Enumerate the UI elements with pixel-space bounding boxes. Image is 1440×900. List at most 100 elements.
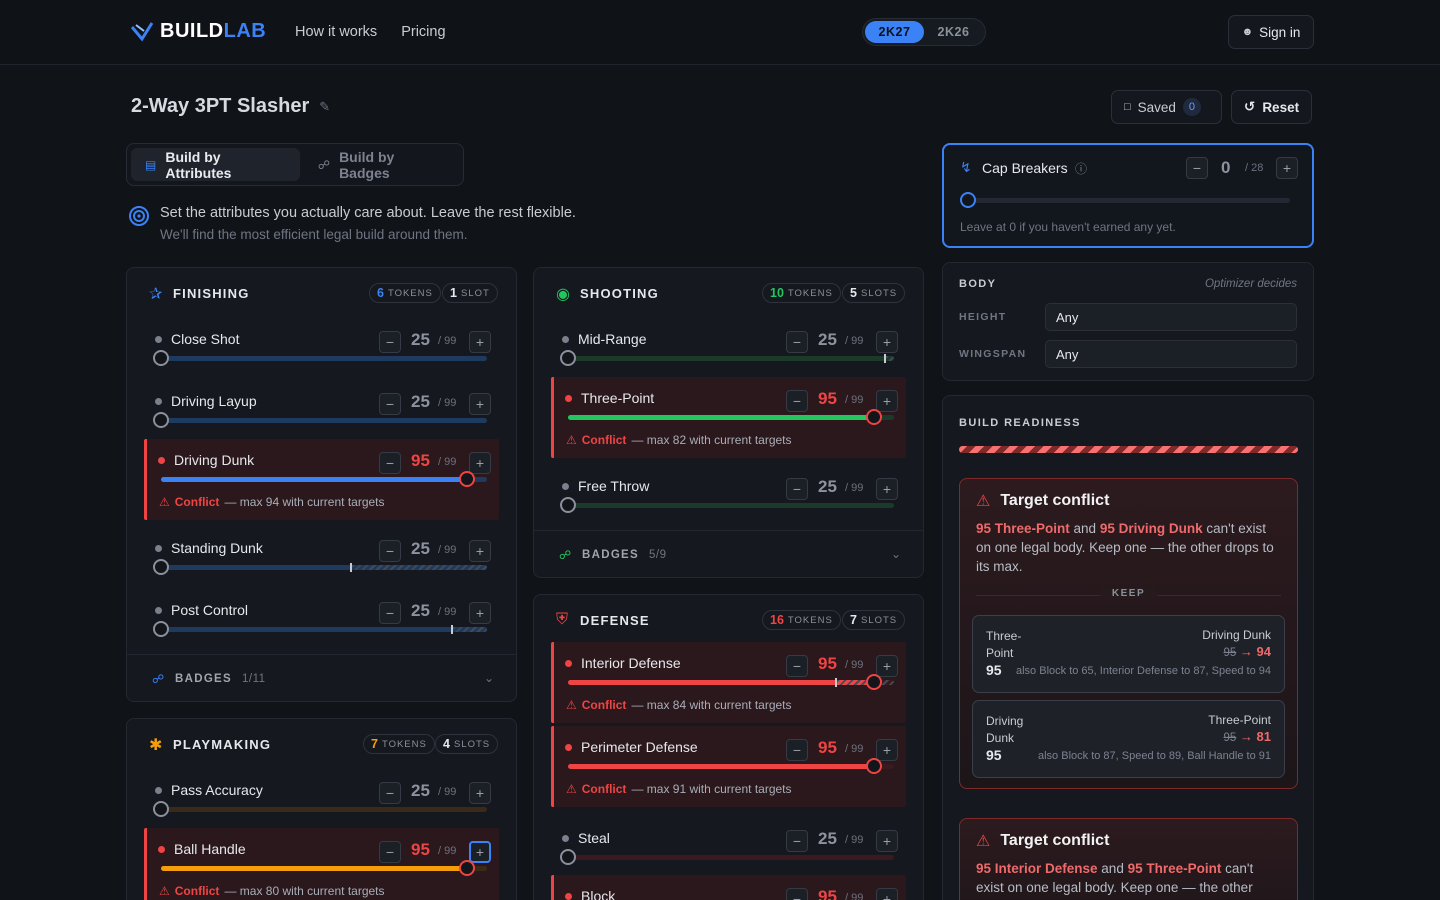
interior-defense-slider-knob[interactable] [866,674,883,690]
cap-slider-track[interactable] [960,192,1290,208]
perimeter-defense-increase-button[interactable]: + [876,739,898,761]
close-shot-increase-button[interactable]: + [469,331,491,353]
post-control-slider-track[interactable] [153,621,487,637]
driving-layup-max: / 99 [438,397,457,409]
option-note: also Block to 87, Speed to 89, Ball Hand… [1038,750,1271,762]
warning-icon: ⚠ [566,698,577,712]
keep-option-driving-dunk[interactable]: Driving Dunk 95 Three-Point 95 → 81 also… [972,700,1285,778]
perimeter-defense-slider-track[interactable] [568,758,894,774]
saved-button[interactable]: □ Saved 0 [1111,90,1222,124]
status-dot [562,835,569,842]
driving-layup-increase-button[interactable]: + [469,393,491,415]
cap-slider-knob[interactable] [960,192,976,208]
option-drop: 95 → 94 [1224,644,1272,659]
version-2k26[interactable]: 2K26 [937,25,970,39]
interior-defense-increase-button[interactable]: + [876,655,898,677]
driving-dunk-slider-knob[interactable] [459,471,476,487]
three-point-increase-button[interactable]: + [876,390,898,412]
post-control-decrease-button[interactable]: − [379,602,401,624]
reset-button[interactable]: ↺ Reset [1231,90,1312,124]
standing-dunk-slider-track[interactable] [153,559,487,575]
standing-dunk-slider-knob[interactable] [153,559,169,575]
driving-layup-slider-track[interactable] [153,412,487,428]
driving-dunk-increase-button[interactable]: + [469,452,491,474]
driving-layup-decrease-button[interactable]: − [379,393,401,415]
block-increase-button[interactable]: + [876,888,898,900]
height-select[interactable]: Any [1045,303,1297,331]
close-shot-decrease-button[interactable]: − [379,331,401,353]
mid-range-slider-knob[interactable] [560,350,576,366]
three-point-slider-knob[interactable] [866,409,883,425]
logo[interactable]: BUILDLAB [130,20,266,43]
ball-handle-slider-track[interactable] [161,860,487,876]
tokens-label: TOKENS [381,738,427,750]
status-dot [155,545,162,552]
attribute-row-block: Block − 95 / 99 + [551,875,906,900]
standing-dunk-decrease-button[interactable]: − [379,540,401,562]
three-point-slider-track[interactable] [568,409,894,425]
mid-range-increase-button[interactable]: + [876,331,898,353]
perimeter-defense-slider-knob[interactable] [866,758,883,774]
pass-accuracy-slider-track[interactable] [153,801,487,817]
free-throw-slider-track[interactable] [560,497,894,513]
driving-layup-slider-knob[interactable] [153,412,169,428]
conflict-target-a: 95 Three-Point [976,521,1070,536]
slots-label: SLOT [460,287,490,299]
conflict-target-b: 95 Three-Point [1127,861,1222,876]
ball-handle-increase-button[interactable]: + [469,841,491,863]
reset-label: Reset [1262,99,1300,115]
interior-defense-slider-track[interactable] [568,674,894,690]
status-dot [158,846,165,853]
pass-accuracy-increase-button[interactable]: + [469,782,491,804]
shooting-badges-toggle[interactable]: ☍ BADGES 5/9 ⌄ [534,530,923,577]
close-shot-slider-track[interactable] [153,350,487,366]
block-decrease-button[interactable]: − [786,888,808,900]
driving-dunk-slider-track[interactable] [161,471,487,487]
version-2k27[interactable]: 2K27 [865,21,924,43]
keep-option-three-point[interactable]: Three-Point 95 Driving Dunk 95 → 94 also… [972,615,1285,693]
post-control-slider-knob[interactable] [153,621,169,637]
standing-dunk-increase-button[interactable]: + [469,540,491,562]
attribute-row-perimeter-defense: Perimeter Defense − 95 / 99 + ⚠ Conflict —… [551,726,906,807]
tab-build-by-badges[interactable]: ☍ Build by Badges [304,148,459,181]
nav-how-it-works[interactable]: How it works [295,24,378,40]
driving-dunk-decrease-button[interactable]: − [379,452,401,474]
mid-range-slider-track[interactable] [560,350,894,366]
conflict-message: ⚠ Conflict — max 94 with current targets [159,495,385,509]
pass-accuracy-decrease-button[interactable]: − [379,782,401,804]
free-throw-increase-button[interactable]: + [876,478,898,500]
mid-range-decrease-button[interactable]: − [786,331,808,353]
perimeter-defense-decrease-button[interactable]: − [786,739,808,761]
free-throw-slider-knob[interactable] [560,497,576,513]
info-icon[interactable]: ⓘ [1075,162,1088,176]
version-toggle: 2K27 2K26 [862,18,986,46]
free-throw-decrease-button[interactable]: − [786,478,808,500]
steal-slider-track[interactable] [560,849,894,865]
wingspan-select[interactable]: Any [1045,340,1297,368]
cap-marker [451,625,454,634]
status-dot [155,336,162,343]
three-point-decrease-button[interactable]: − [786,390,808,412]
close-shot-slider-knob[interactable] [153,350,169,366]
edit-pencil-icon[interactable]: ✎ [319,98,331,114]
cap-decrease-button[interactable]: − [1186,157,1208,179]
ball-handle-slider-fill [161,866,468,871]
steal-increase-button[interactable]: + [876,830,898,852]
status-dot [155,607,162,614]
ball-handle-slider-knob[interactable] [459,860,476,876]
steal-slider-knob[interactable] [560,849,576,865]
defense-tokens-pill: 16 TOKENS [762,610,841,630]
status-dot [562,336,569,343]
cap-marker [884,354,887,363]
tab-build-by-attributes[interactable]: ▤ Build by Attributes [131,148,300,181]
nav-pricing[interactable]: Pricing [401,24,446,40]
sign-in-button[interactable]: ☻ Sign in [1228,15,1314,49]
block-max: / 99 [845,892,864,900]
post-control-increase-button[interactable]: + [469,602,491,624]
ball-handle-decrease-button[interactable]: − [379,841,401,863]
pass-accuracy-slider-knob[interactable] [153,801,169,817]
cap-increase-button[interactable]: + [1276,157,1298,179]
interior-defense-decrease-button[interactable]: − [786,655,808,677]
steal-decrease-button[interactable]: − [786,830,808,852]
finishing-badges-toggle[interactable]: ☍ BADGES 1/11 ⌄ [127,654,516,701]
